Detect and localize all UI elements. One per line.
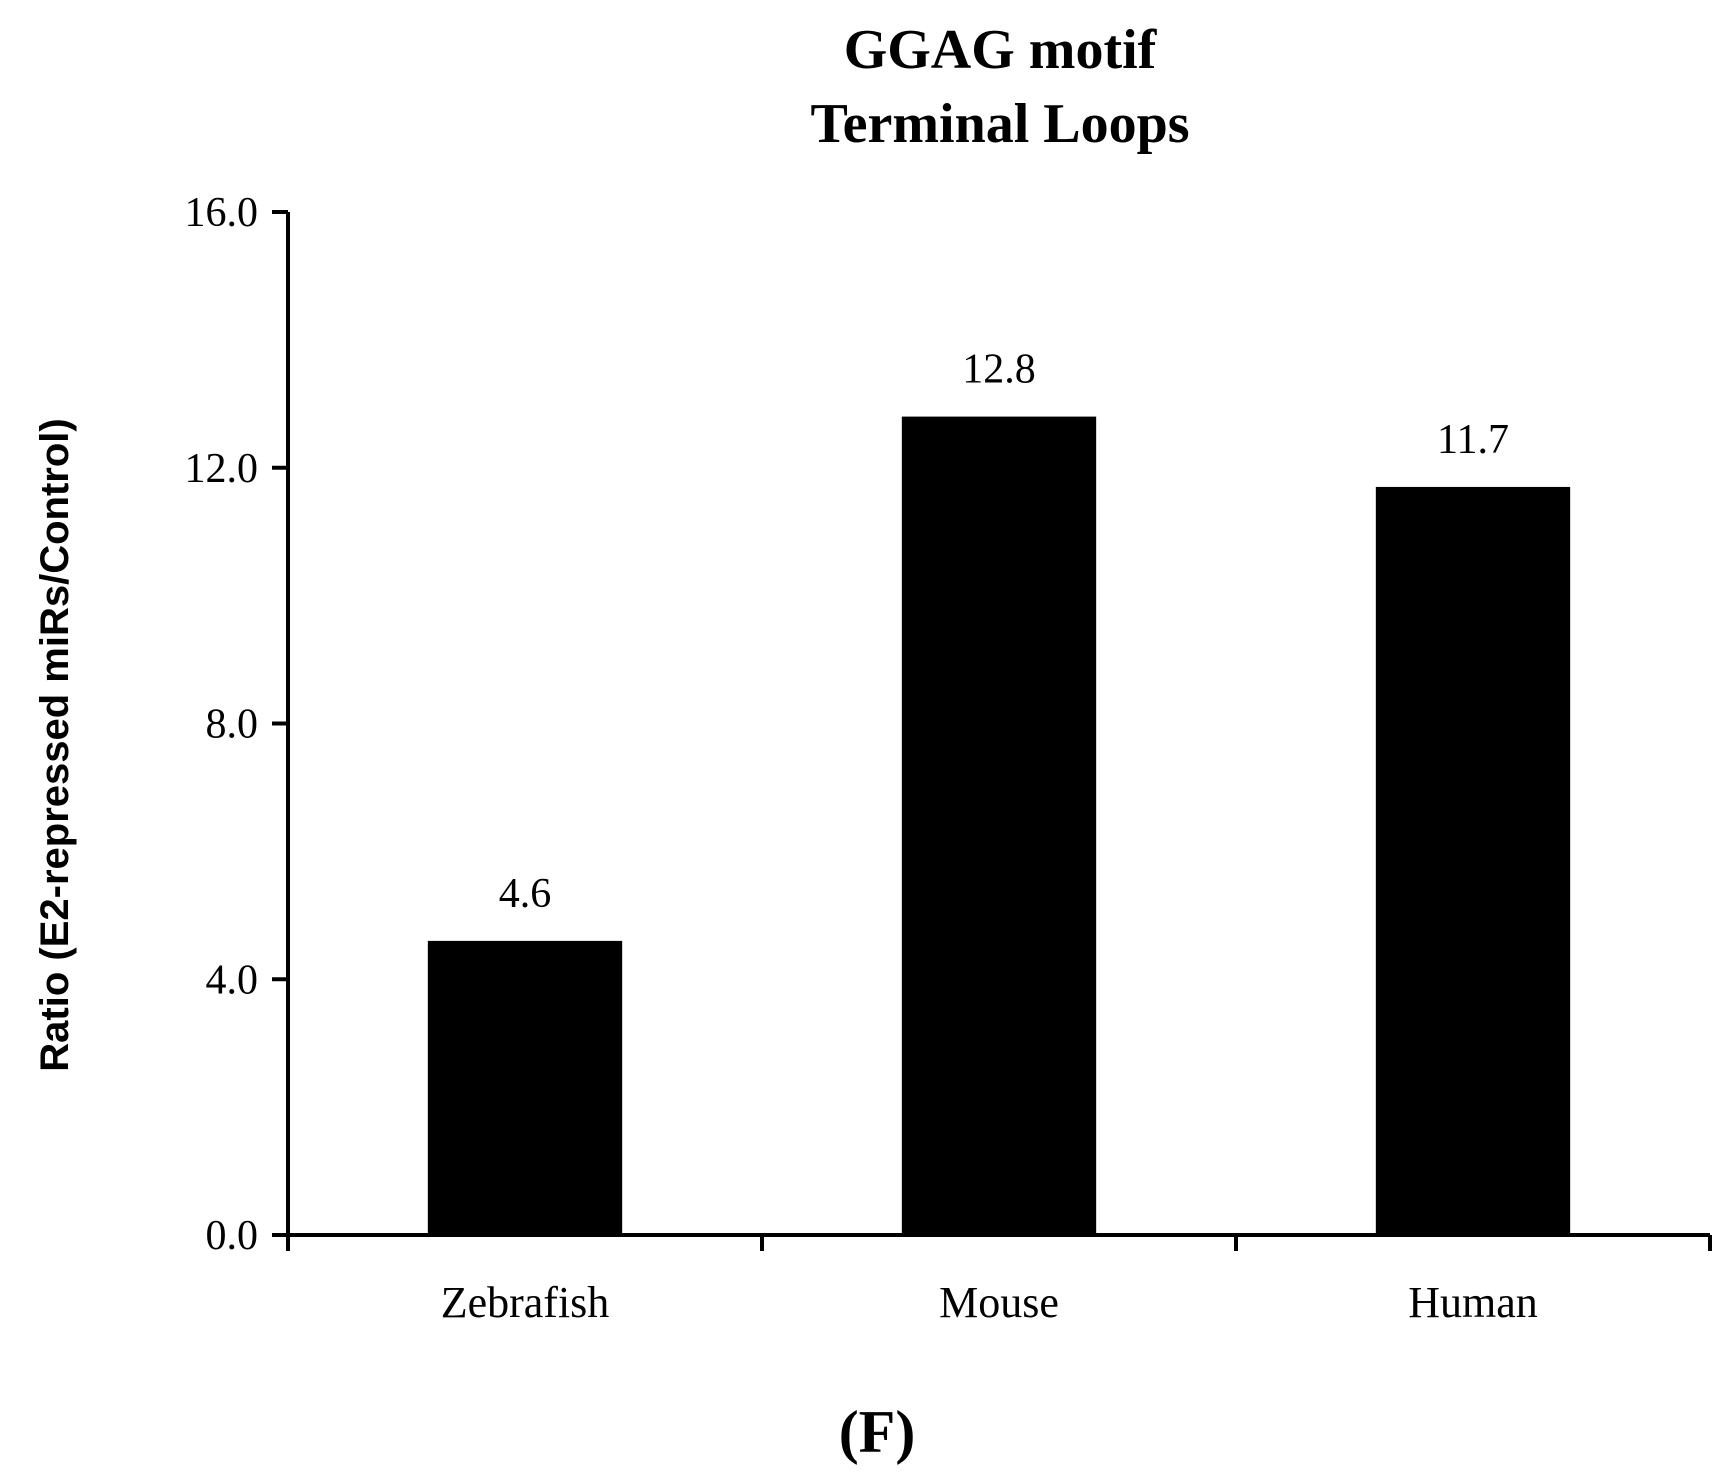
bar-human — [1375, 486, 1571, 1235]
y-axis-label: Ratio (E2-repressed miRs/Control) — [33, 418, 77, 1071]
bars — [427, 416, 1571, 1236]
x-tick-label: Human — [1408, 1278, 1538, 1327]
y-tick-label: 16.0 — [185, 190, 259, 236]
y-tick-label: 4.0 — [206, 957, 259, 1003]
x-tick-label: Mouse — [939, 1278, 1059, 1327]
y-ticks: 0.0 4.0 8.0 12.0 16.0 — [185, 190, 288, 1259]
chart-title-line-2: Terminal Loops — [810, 93, 1189, 155]
bar-mouse — [901, 416, 1097, 1236]
y-tick-label: 8.0 — [206, 702, 259, 748]
bar-zebrafish — [427, 940, 623, 1235]
data-label: 12.8 — [962, 347, 1036, 393]
chart-title-line-1: GGAG motif — [844, 19, 1158, 81]
data-label: 11.7 — [1437, 417, 1509, 463]
panel-label: (F) — [839, 1399, 916, 1465]
data-label: 4.6 — [499, 871, 552, 917]
value-labels: 4.6 12.8 11.7 — [499, 347, 1509, 917]
x-tick-label: Zebrafish — [441, 1278, 610, 1327]
x-ticks — [286, 1235, 1712, 1251]
category-labels: Zebrafish Mouse Human — [441, 1278, 1538, 1327]
y-tick-label: 12.0 — [185, 446, 259, 492]
y-tick-label: 0.0 — [206, 1213, 259, 1259]
